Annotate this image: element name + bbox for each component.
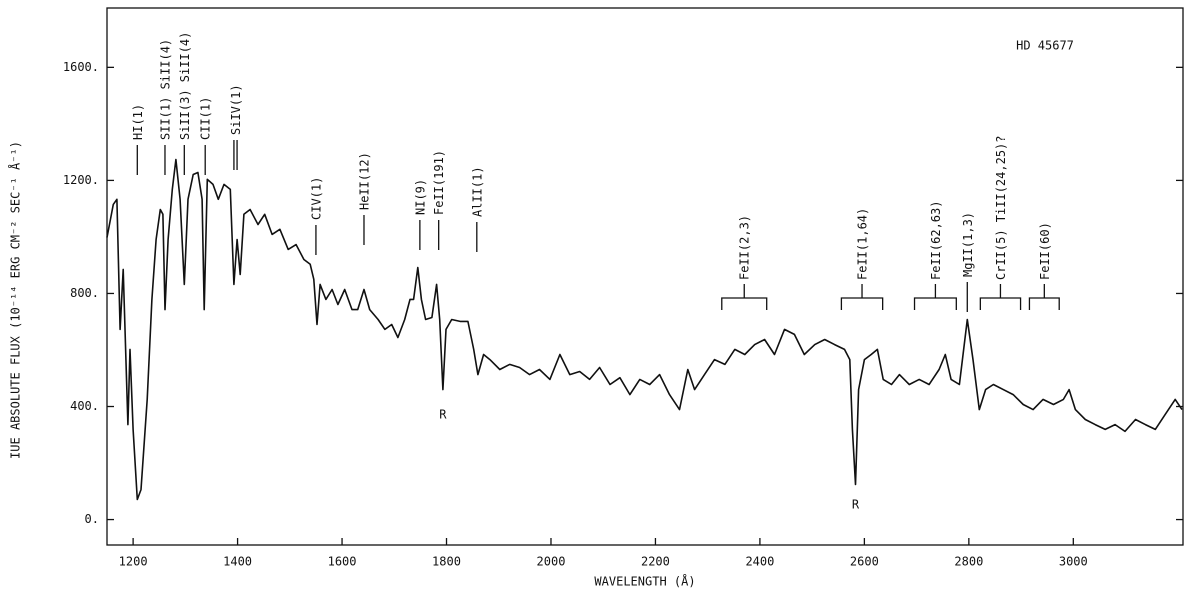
x-axis-label: WAVELENGTH (Å) <box>594 574 695 589</box>
spectrum-line <box>106 158 1183 501</box>
line-id-label: FeII(1,64) <box>856 208 870 280</box>
line-id-label: FeII(60) <box>1038 222 1052 280</box>
line-id-label: SiIV(1) <box>229 84 243 135</box>
reseau-label: R <box>852 498 860 512</box>
bracket <box>721 284 768 310</box>
bracket <box>913 284 957 310</box>
line-id-label: FeII(62,63) <box>929 201 943 280</box>
line-id-label: AlII(1) <box>470 166 484 217</box>
bracket <box>1028 284 1060 310</box>
y-tick-label: 800. <box>70 286 99 300</box>
bracket <box>840 284 884 310</box>
plot-frame <box>106 7 1184 546</box>
y-tick-label: 0. <box>85 512 99 526</box>
y-tick-label: 1200. <box>63 173 99 187</box>
x-tick-label: 2400 <box>745 555 774 569</box>
line-id-label: FeII(2,3) <box>738 215 752 280</box>
line-id-label: MgII(1,3) <box>961 212 975 277</box>
x-tick-label: 1800 <box>432 555 461 569</box>
line-id-label: CrII(5) TiII(24,25)? <box>994 136 1008 281</box>
line-id-label: FeII(191) <box>432 150 446 215</box>
x-tick-label: 3000 <box>1059 555 1088 569</box>
reseau-label: R <box>439 408 447 422</box>
x-tick-label: 2200 <box>641 555 670 569</box>
chart-title: HD 45677 <box>1016 39 1074 53</box>
line-id-label: NI(9) <box>413 179 427 215</box>
line-id-label: HeII(12) <box>357 152 371 210</box>
x-tick-label: 2000 <box>537 555 566 569</box>
line-id-label: SiII(3) SiII(4) <box>178 32 192 140</box>
y-tick-label: 400. <box>70 399 99 413</box>
x-tick-label: 2800 <box>954 555 983 569</box>
y-axis-label: IUE ABSOLUTE FLUX (10⁻¹⁴ ERG CM⁻² SEC⁻¹ … <box>8 141 23 459</box>
x-tick-label: 2600 <box>850 555 879 569</box>
line-id-label: CII(1) <box>199 97 213 140</box>
y-tick-label: 1600. <box>63 60 99 74</box>
x-tick-label: 1400 <box>223 555 252 569</box>
x-tick-label: 1600 <box>328 555 357 569</box>
line-id-label: SII(1) SiII(4) <box>158 39 172 140</box>
x-tick-label: 1200 <box>119 555 148 569</box>
line-id-label: CIV(1) <box>309 177 323 220</box>
line-id-label: HI(1) <box>131 104 145 140</box>
bracket <box>979 284 1022 310</box>
